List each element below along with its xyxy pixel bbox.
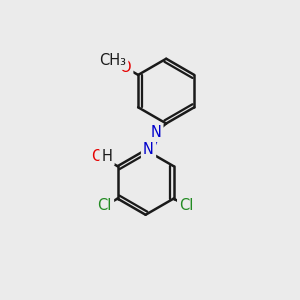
Text: O: O — [120, 60, 131, 75]
Text: N: N — [151, 125, 161, 140]
Text: Cl: Cl — [98, 198, 112, 213]
Text: N: N — [143, 142, 154, 158]
Text: O: O — [91, 149, 103, 164]
Text: CH₃: CH₃ — [99, 53, 126, 68]
Text: Cl: Cl — [179, 198, 194, 213]
Text: H: H — [102, 149, 112, 164]
